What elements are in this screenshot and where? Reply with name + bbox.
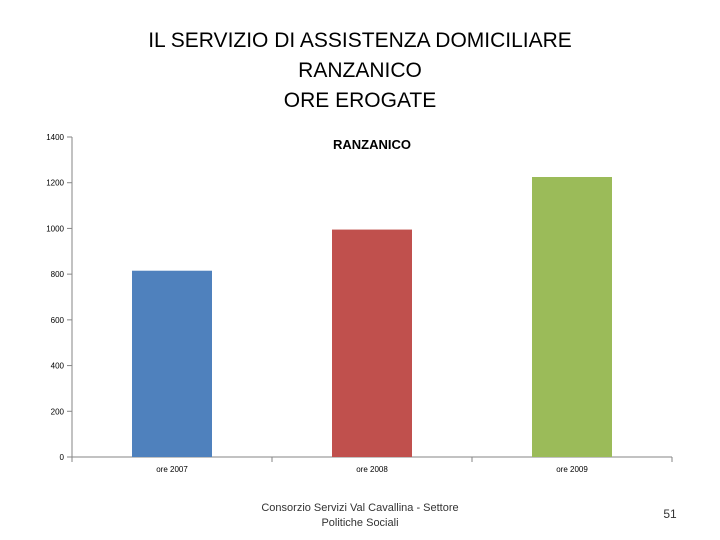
x-tick-label: ore 2007 bbox=[156, 465, 188, 474]
page-number: 51 bbox=[663, 507, 677, 521]
chart-title: RANZANICO bbox=[333, 137, 411, 152]
y-tick-label: 0 bbox=[60, 453, 65, 462]
y-tick-label: 800 bbox=[51, 270, 65, 279]
x-tick-label: ore 2008 bbox=[356, 465, 388, 474]
slide-title-line-3: ORE EROGATE bbox=[283, 89, 437, 112]
y-tick-label: 1000 bbox=[46, 224, 64, 233]
x-tick-label: ore 2009 bbox=[556, 465, 588, 474]
y-tick-label: 400 bbox=[51, 362, 65, 371]
y-tick-label: 1400 bbox=[46, 133, 64, 142]
footer-text: Consorzio Servizi Val Cavallina - Settor… bbox=[261, 502, 459, 529]
y-tick-label: 1200 bbox=[46, 179, 64, 188]
slide-title: IL SERVIZIO DI ASSISTENZA DOMICILIARE RA… bbox=[60, 26, 660, 116]
bar bbox=[132, 270, 212, 457]
y-tick-label: 600 bbox=[51, 316, 65, 325]
slide-title-line-2: RANZANICO bbox=[298, 59, 422, 82]
y-tick-label: 200 bbox=[51, 407, 65, 416]
slide-title-line-1: IL SERVIZIO DI ASSISTENZA DOMICILIARE bbox=[148, 29, 572, 52]
bar bbox=[332, 229, 412, 457]
bar bbox=[532, 177, 612, 457]
